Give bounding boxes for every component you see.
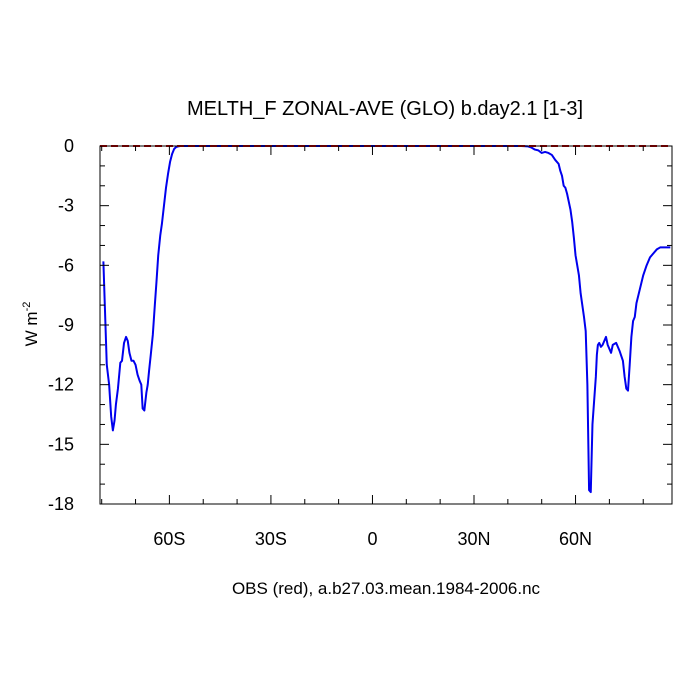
y-tick-label: -15: [48, 434, 74, 454]
y-tick-label: -3: [58, 196, 74, 216]
plot-area: [100, 145, 672, 494]
x-tick-label: 30N: [457, 529, 490, 549]
svg-text:W m-2: W m-2: [21, 302, 41, 347]
y-tick-label: -18: [48, 494, 74, 514]
axes: 0 -3 -6 -9 -12 -15 -18 60S 30S 0 30N 60N: [48, 136, 673, 549]
model-series-line: [102, 145, 671, 494]
x-tick-label: 60N: [559, 529, 592, 549]
y-tick-label: -9: [58, 315, 74, 335]
plot-frame: [99, 145, 673, 505]
y-axis-title: W m-2: [21, 302, 41, 347]
y-tick-label: -6: [58, 255, 74, 275]
y-axis-label: W m: [22, 311, 41, 346]
y-tick-label: -12: [48, 375, 74, 395]
chart-title: MELTH_F ZONAL-AVE (GLO) b.day2.1 [1-3]: [187, 98, 583, 120]
x-axis-label: OBS (red), a.b27.03.mean.1984-2006.nc: [232, 579, 541, 598]
x-tick-label: 30S: [255, 529, 287, 549]
x-tick-label: 0: [367, 529, 377, 549]
y-tick-label: 0: [64, 136, 74, 156]
y-axis-label-superscript: -2: [21, 302, 33, 312]
x-tick-label: 60S: [153, 529, 185, 549]
